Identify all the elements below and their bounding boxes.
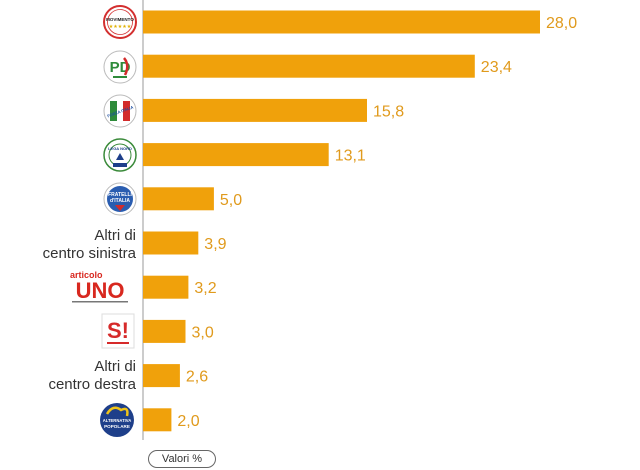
bar-9 xyxy=(143,364,180,388)
bar-3 xyxy=(143,98,367,122)
value-label-3: 15,8 xyxy=(373,103,404,120)
m5s-stars: ★★★★★ xyxy=(109,24,132,30)
bar-10 xyxy=(143,408,172,432)
category-label-altri-centro-destra-line1: Altri di xyxy=(94,358,136,375)
uno-logo-main-text: UNO xyxy=(76,278,125,303)
pd-logo-icon: PD xyxy=(103,50,137,84)
bars-layer xyxy=(143,10,540,432)
value-label-1: 28,0 xyxy=(546,15,577,32)
value-label-6: 3,9 xyxy=(204,236,226,253)
value-label-5: 5,0 xyxy=(220,192,242,209)
fi-logo-icon: FORZA ITALIA xyxy=(103,94,137,128)
value-label-9: 2,6 xyxy=(186,369,208,386)
bar-8 xyxy=(143,319,186,343)
value-label-7: 3,2 xyxy=(194,280,216,297)
ap-logo-text-line1: ALTERNATIVA xyxy=(103,418,132,423)
lega-logo-text: LEGA NORD xyxy=(108,146,132,151)
bar-5 xyxy=(143,187,214,211)
category-logos-layer: MOVIMENTO ★★★★★ PD FORZA ITALIA LEGA NOR… xyxy=(43,5,137,437)
fdi-logo-text-line2: d'ITALIA xyxy=(110,198,130,204)
alternativa-popolare-logo-icon: ALTERNATIVA POPOLARE xyxy=(100,403,134,437)
unit-label: Valori % xyxy=(148,450,216,468)
sinistra-italiana-logo-icon: S! xyxy=(101,313,135,349)
si-logo-text: S! xyxy=(107,318,129,343)
fdi-logo-icon: FRATELLI d'ITALIA xyxy=(103,182,137,216)
bar-4 xyxy=(143,143,329,167)
category-label-altri-centro-destra-line2: centro destra xyxy=(48,376,136,393)
bar-1 xyxy=(143,10,540,34)
fdi-logo-text-line1: FRATELLI xyxy=(108,192,132,198)
lega-logo-icon: LEGA NORD xyxy=(103,138,137,172)
value-label-2: 23,4 xyxy=(481,59,512,76)
m5s-logo-icon: MOVIMENTO ★★★★★ xyxy=(103,5,137,39)
ap-logo-text-line2: POPOLARE xyxy=(104,424,130,429)
uno-logo-top-text: articolo xyxy=(70,270,103,280)
value-label-4: 13,1 xyxy=(335,148,366,165)
m5s-logo-text: MOVIMENTO xyxy=(106,17,134,22)
bar-7 xyxy=(143,275,189,299)
value-label-8: 3,0 xyxy=(192,324,214,341)
value-labels-layer: 28,0 23,4 15,8 13,1 5,0 3,9 3,2 3,0 2,6 2,0 xyxy=(177,15,577,430)
articolo-uno-logo-icon: articolo UNO xyxy=(68,269,132,305)
bar-6 xyxy=(143,231,199,255)
category-label-altri-centro-sinistra-line2: centro sinistra xyxy=(43,245,137,262)
bar-2 xyxy=(143,54,475,78)
value-label-10: 2,0 xyxy=(177,413,199,430)
category-label-altri-centro-sinistra-line1: Altri di xyxy=(94,227,136,244)
